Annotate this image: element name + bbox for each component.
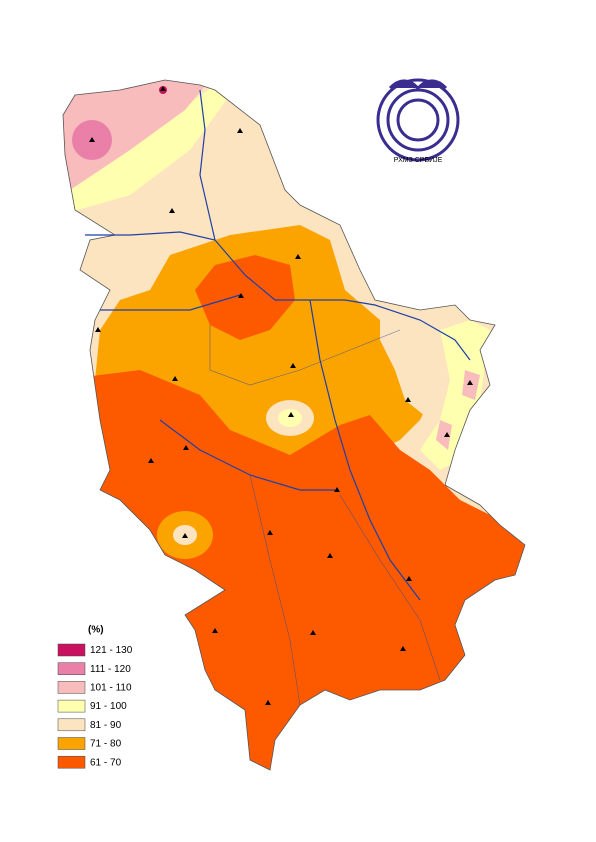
legend-label: 71 - 80	[90, 739, 122, 750]
logo-ring	[376, 78, 460, 162]
legend-swatch	[57, 643, 86, 657]
legend-swatch	[57, 681, 86, 694]
borders	[209, 325, 441, 706]
river	[100, 294, 241, 311]
legend-swatch	[57, 662, 86, 675]
legend-label: 121 - 130	[90, 645, 133, 656]
river	[309, 299, 421, 601]
legend-label: 91 - 100	[90, 701, 127, 712]
zone-91-100	[63, 85, 230, 215]
legend-swatch	[57, 718, 86, 732]
legend-label: 81 - 90	[90, 720, 122, 731]
river	[199, 89, 216, 241]
region-border	[209, 325, 401, 386]
legend-label: 61 - 70	[90, 757, 122, 768]
logo-caption: РХМЗ СРБИЈЕ	[394, 157, 443, 164]
region-border	[249, 474, 301, 706]
zone-101-110-east	[436, 370, 480, 450]
river	[85, 231, 471, 361]
zone-91-100-center	[278, 409, 302, 427]
legend-title: (%)	[88, 625, 104, 636]
legend-swatch	[57, 699, 86, 713]
legend: (%) 121 - 130 111 - 120 101 - 110 91 - 100 8…	[57, 625, 133, 769]
legend-swatch	[57, 737, 86, 750]
logo-ring	[396, 98, 440, 142]
logo-cloud	[388, 79, 448, 91]
logo: РХМЗ СРБИЈЕ	[376, 78, 460, 164]
legend-label: 101 - 110	[90, 683, 132, 694]
legend-swatch	[57, 755, 86, 769]
zone-101-110	[63, 80, 210, 190]
region-border	[339, 494, 441, 681]
zone-61-70-belgrade	[195, 255, 295, 340]
legend-label: 111 - 120	[90, 664, 131, 675]
